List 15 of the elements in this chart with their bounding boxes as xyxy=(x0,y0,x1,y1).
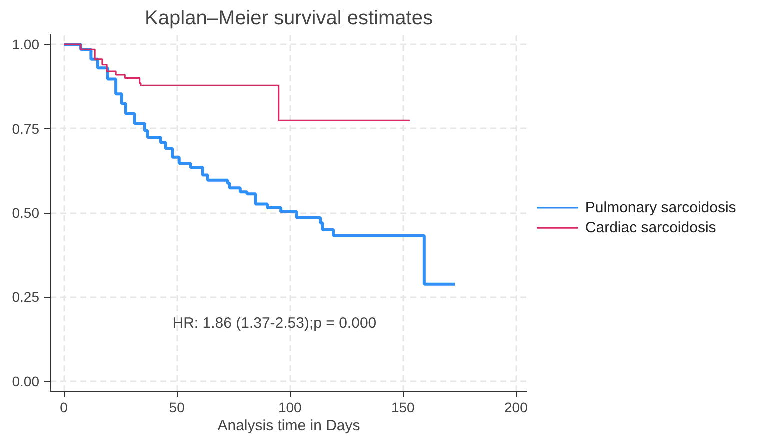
legend-label: Pulmonary sarcoidosis xyxy=(585,199,736,216)
y-tick-label: 0.75 xyxy=(12,120,40,137)
x-tick-label: 200 xyxy=(504,400,528,416)
x-tick-label: 100 xyxy=(278,400,302,416)
chart-title: Kaplan–Meier survival estimates xyxy=(145,8,433,30)
x-axis-title: Analysis time in Days xyxy=(218,418,360,434)
y-tick-label: 1.00 xyxy=(12,36,40,53)
annotation: HR: 1.86 (1.37-2.53);p = 0.000 xyxy=(172,315,377,332)
legend-label: Cardiac sarcoidosis xyxy=(585,220,716,237)
x-tick-label: 50 xyxy=(169,400,186,416)
x-tick-label: 0 xyxy=(60,400,68,416)
y-tick-label: 0.25 xyxy=(12,289,40,306)
x-tick-label: 150 xyxy=(391,400,416,416)
y-tick-label: 0.00 xyxy=(12,373,40,390)
y-tick-label: 0.50 xyxy=(12,205,40,221)
